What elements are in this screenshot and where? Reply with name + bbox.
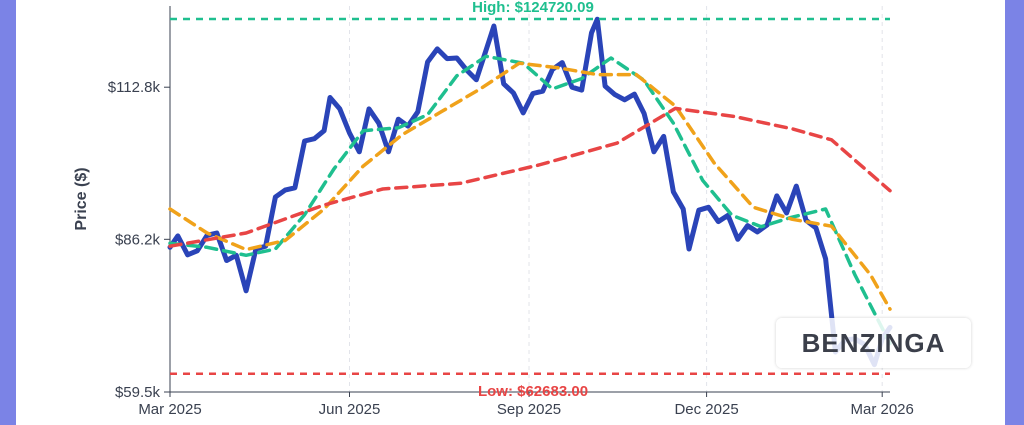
x-tick-label: Jun 2025 [319, 401, 381, 418]
chart-card: $59.5k $86.2k $112.8k Mar 2025 Jun 2025 Sep 2… [16, 0, 1005, 425]
low-label: Low: $62683.00 [478, 383, 588, 400]
series-line-1 [168, 54, 892, 346]
series-line-3 [168, 106, 892, 248]
watermark-text: BENZINGA [801, 327, 946, 358]
series-line-0 [167, 16, 893, 368]
x-tick-label: Mar 2025 [138, 401, 201, 418]
x-tick-label: Dec 2025 [674, 401, 738, 418]
x-tick-label: Sep 2025 [497, 401, 561, 418]
price-chart: $59.5k $86.2k $112.8k Mar 2025 Jun 2025 Sep 2… [73, 0, 914, 418]
series-line-2 [168, 61, 892, 311]
benzinga-logo: BENZINGA [776, 318, 971, 368]
y-axis-title: Price ($) [73, 167, 90, 230]
y-tick-label: $59.5k [115, 384, 161, 401]
x-tick-label: Mar 2026 [851, 401, 914, 418]
high-label: High: $124720.09 [472, 0, 594, 16]
y-tick-label: $112.8k [108, 79, 161, 96]
y-tick-label: $86.2k [115, 231, 161, 248]
